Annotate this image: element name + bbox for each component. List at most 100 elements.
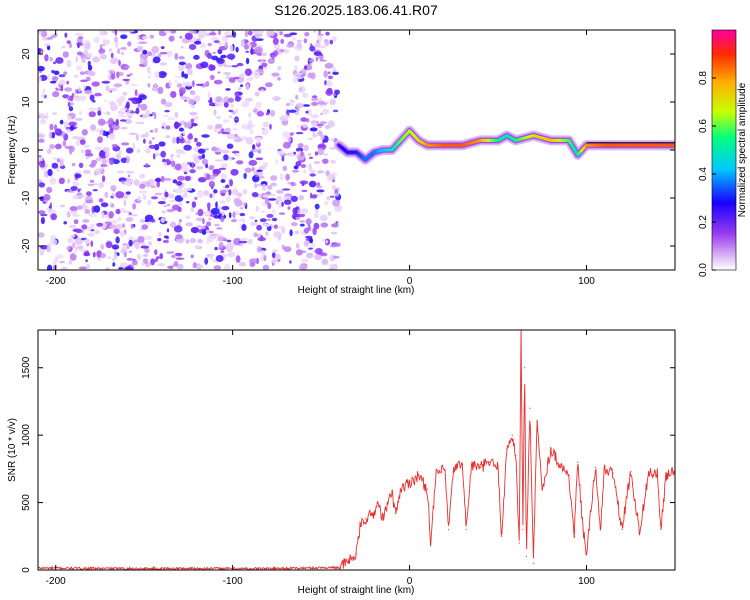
noise-speckle <box>303 169 307 174</box>
noise-speckle <box>248 112 252 118</box>
noise-speckle <box>320 112 323 116</box>
noise-speckle <box>183 144 192 151</box>
snr-point <box>373 512 375 514</box>
noise-speckle <box>262 121 269 128</box>
noise-speckle <box>46 45 51 51</box>
noise-speckle <box>142 193 146 197</box>
noise-speckle <box>215 96 223 103</box>
noise-speckle <box>125 101 130 109</box>
noise-speckle <box>108 101 116 106</box>
noise-speckle <box>163 30 172 34</box>
noise-speckle <box>288 103 294 106</box>
noise-speckle <box>148 241 153 246</box>
noise-speckle <box>136 45 144 52</box>
noise-speckle <box>56 158 61 163</box>
noise-speckle <box>273 231 282 239</box>
noise-speckle <box>176 136 180 144</box>
noise-speckle <box>150 185 156 189</box>
noise-speckle <box>152 153 156 160</box>
noise-speckle <box>325 89 334 96</box>
noise-speckle <box>297 213 306 218</box>
noise-speckle <box>226 53 236 60</box>
noise-speckle <box>90 223 95 228</box>
noise-speckle <box>270 182 277 187</box>
noise-speckle <box>38 210 46 215</box>
noise-speckle <box>313 161 321 164</box>
noise-speckle <box>119 230 125 237</box>
snr-point <box>382 518 384 520</box>
noise-speckle <box>294 55 300 62</box>
noise-speckle <box>276 150 285 155</box>
noise-speckle <box>270 193 275 197</box>
noise-speckle <box>79 71 86 76</box>
noise-speckle <box>249 258 258 264</box>
snr-point <box>600 528 602 531</box>
noise-speckle <box>180 46 184 49</box>
noise-speckle <box>154 249 158 256</box>
noise-speckle <box>232 127 238 131</box>
noise-speckle <box>213 189 218 194</box>
noise-speckle <box>215 201 218 209</box>
snr-frame <box>38 330 675 570</box>
noise-speckle <box>59 79 66 86</box>
noise-speckle <box>179 134 183 139</box>
noise-speckle <box>108 48 113 53</box>
noise-speckle <box>212 168 222 175</box>
noise-speckle <box>102 158 107 165</box>
noise-speckle <box>131 259 138 266</box>
snr-point <box>447 528 450 531</box>
noise-speckle <box>38 75 42 83</box>
noise-speckle <box>160 217 165 223</box>
noise-speckle <box>208 99 212 103</box>
noise-speckle <box>62 140 67 147</box>
noise-speckle <box>299 250 307 253</box>
noise-speckle <box>295 216 300 221</box>
noise-speckle <box>140 245 150 249</box>
noise-speckle <box>329 98 336 106</box>
noise-speckle <box>151 46 160 54</box>
noise-speckle <box>178 202 182 207</box>
snr-point <box>377 501 379 504</box>
snr-point <box>573 535 575 537</box>
snr-xlabel: Height of straight line (km) <box>298 585 415 596</box>
noise-speckle <box>234 199 243 207</box>
noise-speckle <box>228 109 234 113</box>
noise-speckle <box>153 112 157 120</box>
noise-speckle <box>82 130 86 134</box>
noise-speckle <box>218 241 224 249</box>
noise-speckle <box>195 38 201 42</box>
noise-speckle <box>176 83 183 88</box>
noise-speckle <box>71 163 76 167</box>
noise-speckle <box>281 155 285 162</box>
noise-speckle <box>161 196 167 202</box>
noise-speckle <box>109 224 118 229</box>
noise-speckle <box>207 91 211 99</box>
noise-speckle <box>297 76 303 80</box>
noise-speckle <box>300 152 304 157</box>
noise-speckle <box>62 51 69 58</box>
colorbar-border <box>711 29 737 271</box>
snr-point <box>444 469 446 471</box>
noise-speckle <box>135 107 140 115</box>
noise-speckle <box>136 253 142 260</box>
noise-speckle <box>294 230 300 235</box>
noise-speckle <box>325 31 330 36</box>
noise-speckle <box>295 161 302 167</box>
noise-speckle <box>198 190 203 193</box>
noise-speckle <box>89 163 96 168</box>
noise-speckle <box>93 36 100 44</box>
noise-speckle <box>320 134 325 141</box>
noise-speckle <box>305 235 313 239</box>
noise-speckle <box>104 150 110 159</box>
noise-speckle <box>181 71 185 78</box>
noise-speckle <box>260 234 264 241</box>
noise-speckle <box>40 30 48 38</box>
noise-speckle <box>223 154 229 161</box>
noise-speckle <box>77 189 80 193</box>
noise-speckle <box>92 99 96 103</box>
noise-speckle <box>149 140 152 145</box>
noise-speckle <box>163 235 169 239</box>
noise-speckle <box>119 119 127 122</box>
noise-speckle <box>146 66 151 74</box>
noise-speckle <box>149 72 152 75</box>
